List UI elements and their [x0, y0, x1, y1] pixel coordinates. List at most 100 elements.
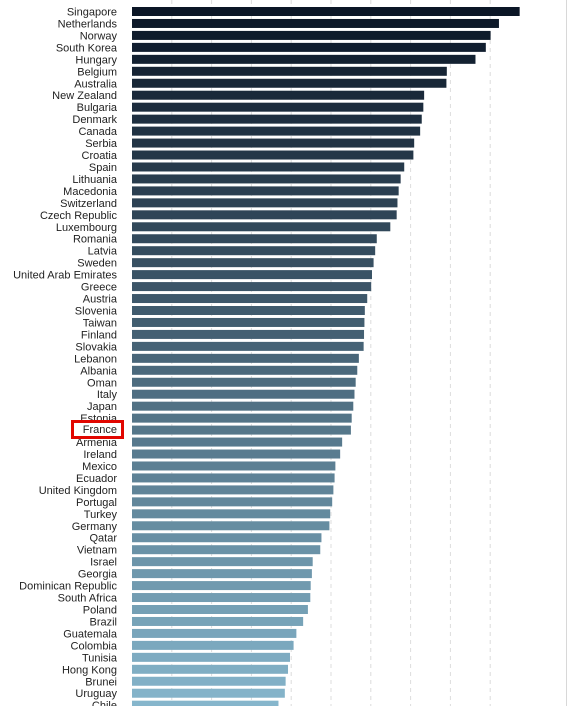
bar-uruguay [132, 688, 285, 698]
bar-tunisia [132, 652, 291, 662]
tick-label-hungary: Hungary [75, 54, 117, 66]
bar-hungary [132, 54, 476, 64]
bar-denmark [132, 114, 422, 124]
bar-sweden [132, 258, 374, 268]
bar-japan [132, 401, 354, 411]
tick-label-latvia: Latvia [88, 246, 118, 258]
tick-label-portugal: Portugal [76, 497, 117, 509]
bar-turkey [132, 509, 331, 519]
tick-label-belgium: Belgium [77, 66, 117, 78]
tick-label-georgia: Georgia [78, 569, 118, 581]
bar-czech-republic [132, 210, 397, 220]
bar-albania [132, 365, 358, 375]
bar-brazil [132, 616, 304, 626]
tick-label-guatemala: Guatemala [63, 628, 118, 640]
bar-finland [132, 329, 365, 339]
tick-label-lebanon: Lebanon [74, 353, 117, 365]
tick-label-canada: Canada [78, 126, 117, 138]
bar-norway [132, 30, 491, 40]
tick-label-colombia: Colombia [71, 640, 118, 652]
bar-qatar [132, 533, 322, 543]
tick-label-tunisia: Tunisia [82, 652, 118, 664]
tick-label-united-arab-emirates: United Arab Emirates [13, 270, 117, 282]
bar-poland [132, 605, 308, 614]
tick-label-macedonia: Macedonia [63, 186, 118, 198]
tick-label-sweden: Sweden [77, 258, 117, 270]
bar-portugal [132, 497, 333, 507]
tick-label-brunei: Brunei [85, 676, 117, 688]
tick-label-dominican-republic: Dominican Republic [19, 581, 117, 593]
bar-canada [132, 126, 421, 136]
bar-ireland [132, 449, 341, 459]
bar-united-arab-emirates [132, 270, 372, 280]
bar-dominican-republic [132, 581, 311, 591]
tick-label-italy: Italy [97, 389, 118, 401]
bar-estonia [132, 413, 352, 423]
bar-slovenia [132, 306, 365, 315]
tick-label-vietnam: Vietnam [77, 545, 117, 557]
tick-label-armenia: Armenia [76, 437, 118, 449]
bar-hong-kong [132, 664, 289, 674]
tick-label-mexico: Mexico [82, 461, 117, 473]
bar-slovakia [132, 341, 364, 351]
bar-austria [132, 294, 368, 304]
tick-label-australia: Australia [74, 78, 118, 90]
bars [132, 7, 520, 706]
bar-lithuania [132, 174, 401, 184]
bar-united-kingdom [132, 485, 334, 495]
tick-label-spain: Spain [89, 162, 117, 174]
bar-brunei [132, 676, 286, 686]
bar-latvia [132, 246, 376, 256]
tick-label-bulgaria: Bulgaria [77, 102, 118, 114]
tick-label-ireland: Ireland [83, 449, 117, 461]
bar-lebanon [132, 353, 359, 363]
bar-ecuador [132, 473, 335, 483]
tick-label-netherlands: Netherlands [58, 18, 118, 30]
bar-spain [132, 162, 405, 172]
tick-label-chile: Chile [92, 700, 117, 706]
tick-label-austria: Austria [83, 294, 118, 306]
bar-serbia [132, 138, 415, 148]
bar-belgium [132, 66, 447, 76]
tick-label-slovenia: Slovenia [75, 306, 118, 318]
tick-label-poland: Poland [83, 605, 117, 617]
tick-label-uruguay: Uruguay [75, 688, 117, 700]
bar-romania [132, 234, 377, 244]
bar-south-africa [132, 593, 311, 603]
bar-colombia [132, 640, 294, 650]
tick-label-lithuania: Lithuania [72, 174, 118, 186]
bar-guatemala [132, 628, 297, 638]
bar-australia [132, 78, 447, 88]
bar-france [132, 425, 351, 435]
tick-label-luxembourg: Luxembourg [56, 222, 117, 234]
bar-netherlands [132, 18, 499, 28]
tick-label-new-zealand: New Zealand [52, 90, 117, 102]
tick-label-south-korea: South Korea [56, 42, 118, 54]
bar-greece [132, 282, 372, 292]
tick-label-denmark: Denmark [72, 114, 117, 126]
tick-label-oman: Oman [87, 377, 117, 389]
tick-label-finland: Finland [81, 329, 117, 341]
bar-oman [132, 377, 356, 387]
tick-label-norway: Norway [80, 30, 118, 42]
tick-label-slovakia: Slovakia [75, 341, 117, 353]
tick-label-switzerland: Switzerland [60, 198, 117, 210]
bar-macedonia [132, 186, 399, 196]
tick-label-ecuador: Ecuador [76, 473, 117, 485]
tick-label-qatar: Qatar [89, 533, 117, 545]
bar-germany [132, 521, 330, 531]
tick-label-japan: Japan [87, 401, 117, 413]
bar-vietnam [132, 545, 321, 555]
tick-label-greece: Greece [81, 282, 117, 294]
bar-georgia [132, 569, 312, 579]
bar-armenia [132, 437, 343, 447]
tick-label-israel: Israel [90, 557, 117, 569]
tick-label-hong-kong: Hong Kong [62, 664, 117, 676]
bar-mexico [132, 461, 336, 471]
tick-label-croatia: Croatia [82, 150, 118, 162]
bar-chile [132, 700, 279, 706]
bar-singapore [132, 7, 520, 16]
